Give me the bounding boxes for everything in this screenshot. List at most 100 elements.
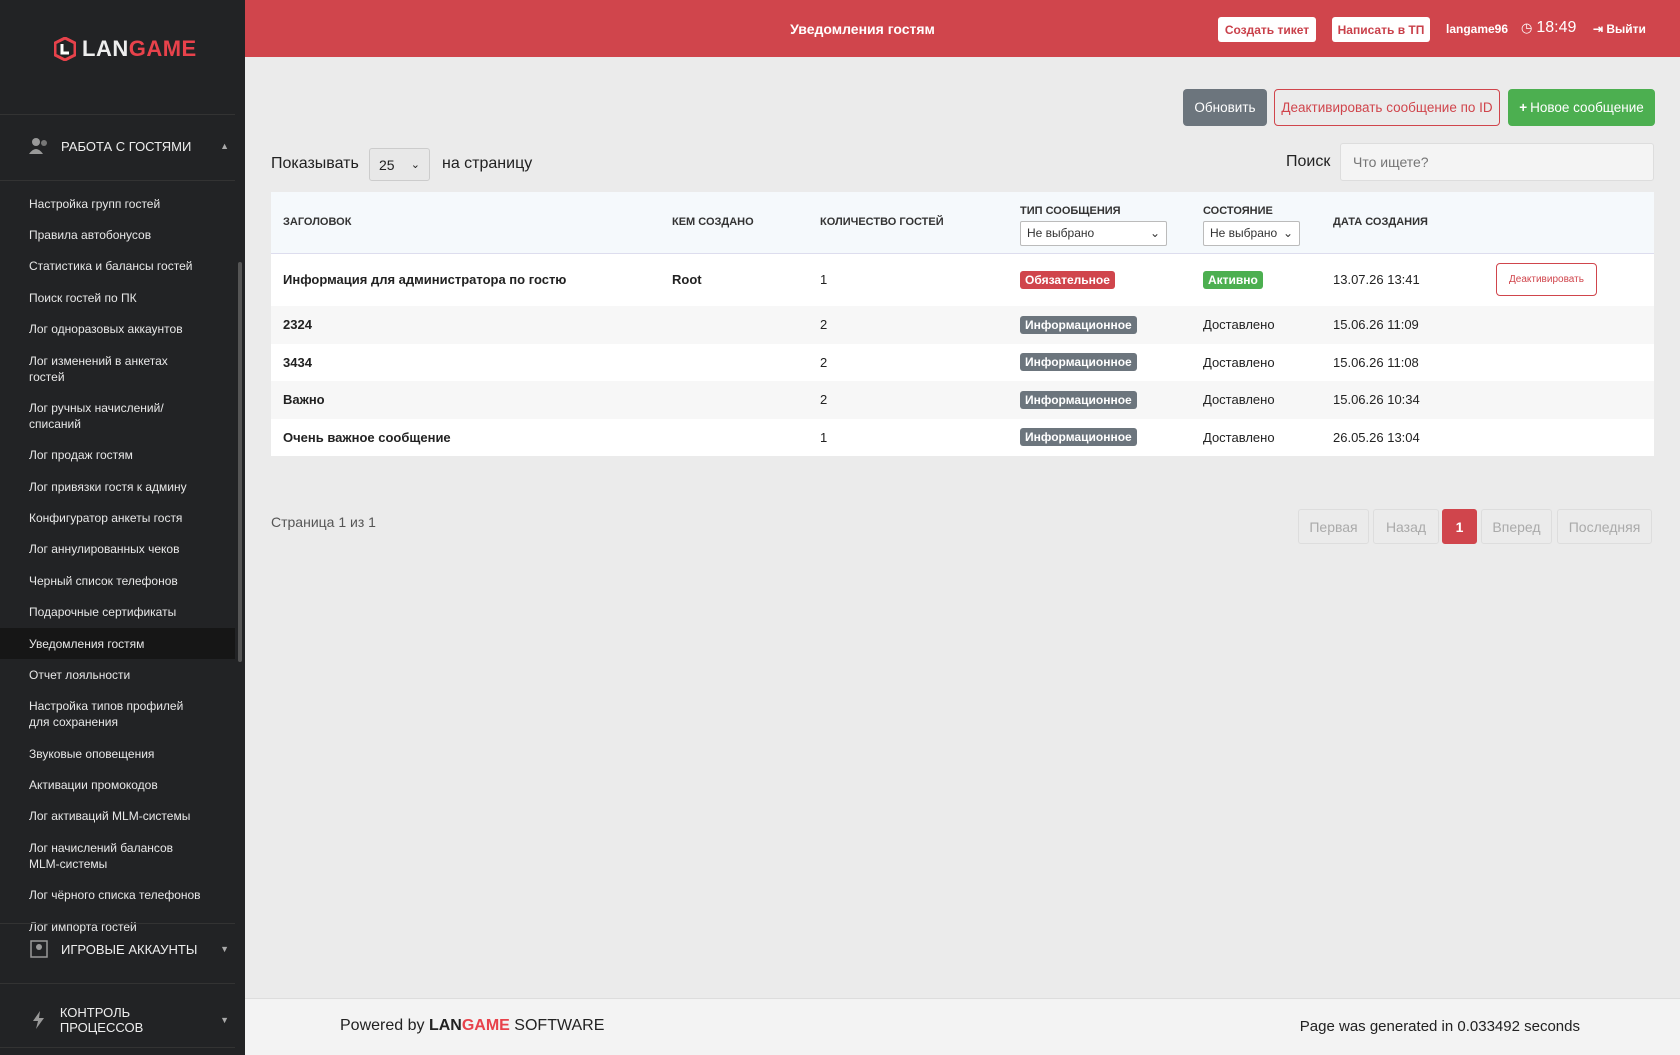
button-label: Новое сообщение [1530, 100, 1644, 115]
table-cell [1496, 381, 1654, 419]
table-cell: Информационное [1020, 306, 1203, 344]
menu-item[interactable]: Уведомления гостям [0, 627, 235, 660]
menu-item[interactable]: Лог начислений балансов MLM-системы [29, 840, 174, 871]
menu-item[interactable]: Поиск гостей по ПК [29, 290, 137, 305]
table-cell: Доставлено [1203, 344, 1333, 382]
title: 2324 [283, 317, 312, 333]
table-cell: 2 [820, 306, 1020, 344]
table-cell: Информационное [1020, 344, 1203, 382]
table-cell: Root [672, 253, 820, 306]
per-page-select[interactable]: 25 ⌄ [369, 148, 430, 181]
button[interactable]: Написать в ТП [1332, 17, 1430, 42]
guest-count: 2 [820, 317, 828, 333]
guest-count: 1 [820, 429, 828, 445]
label: Поиск [1286, 153, 1331, 170]
table: ЗАГОЛОВОК КЕМ СОЗДАНО КОЛИЧЕСТВО ГОСТЕЙ … [271, 192, 1654, 456]
menu-item[interactable]: Лог ручных начислений/ списаний [29, 400, 164, 431]
page-button[interactable]: Последняя [1557, 509, 1652, 544]
menu-item[interactable]: Статистика и балансы гостей [29, 259, 193, 274]
menu-item[interactable]: Лог привязки гостя к админу [29, 479, 187, 494]
guest-count: 1 [820, 272, 828, 288]
page-button[interactable]: Вперед [1481, 509, 1552, 544]
table-cell: Доставлено [1203, 419, 1333, 457]
username[interactable]: langame96 [1446, 22, 1509, 36]
guest-count: 2 [820, 354, 828, 370]
table-cell [1496, 344, 1654, 382]
table-cell: Деактивировать [1496, 253, 1654, 306]
menu-section[interactable]: КОНТРОЛЬ ПРОЦЕССОВ ▼ [29, 1005, 229, 1035]
state: Доставлено [1203, 429, 1275, 445]
table-cell: Важно [271, 381, 672, 419]
date: 15.06.26 11:08 [1333, 354, 1419, 370]
column-header[interactable]: ЗАГОЛОВОК [271, 192, 672, 254]
table-cell: 1 [820, 253, 1020, 306]
table-cell: 2 [820, 344, 1020, 382]
menu-item[interactable]: Лог изменений в анкетах гостей [29, 353, 168, 384]
menu-item[interactable]: Подарочные сертификаты [29, 605, 177, 620]
state: Доставлено [1203, 317, 1275, 333]
menu-item[interactable]: Лог импорта гостей [29, 919, 137, 934]
table-cell: Обязательное [1020, 253, 1203, 306]
menu-item[interactable]: Отчет лояльности [29, 667, 131, 682]
table-cell: 1 [820, 419, 1020, 457]
menu-item[interactable]: Черный список телефонов [29, 573, 178, 588]
table-cell: 2 [820, 381, 1020, 419]
menu-item[interactable]: Звуковые оповещения [29, 746, 155, 761]
table-cell: Информация для администратора по гостю [271, 253, 672, 306]
menu-item[interactable]: Конфигуратор анкеты гостя [29, 511, 183, 526]
logout[interactable]: ⇥ Выйти [1593, 22, 1646, 36]
menu-item[interactable]: Правила автобонусов [29, 228, 152, 243]
state-filter[interactable]: Не выбрано ⌄ [1203, 220, 1300, 246]
select-value: 25 [379, 156, 395, 173]
top-bar: Уведомления гостям Создать тикет Написат… [245, 0, 1680, 57]
logo-icon [54, 37, 76, 61]
icon [33, 1011, 44, 1029]
type-badge: Обязательное [1020, 270, 1115, 289]
menu-item[interactable]: Настройка типов профилей для сохранения [29, 699, 184, 730]
title: Важно [283, 392, 325, 408]
new-message-button[interactable]: + Новое сообщение [1508, 89, 1655, 126]
type-badge: Информационное [1020, 315, 1137, 334]
icon [29, 138, 47, 154]
table-cell: 2324 [271, 306, 672, 344]
column-header[interactable]: КЕМ СОЗДАНО [672, 192, 820, 254]
menu-item[interactable]: Лог одноразовых аккаунтов [29, 322, 183, 337]
menu-item[interactable]: Лог активаций MLM-системы [29, 809, 191, 824]
column-label: СОСТОЯНИЕ [1203, 204, 1273, 217]
table-cell [672, 306, 820, 344]
page-button-current[interactable]: 1 [1442, 509, 1477, 544]
type-badge: Информационное [1020, 390, 1137, 409]
page-button[interactable]: Первая [1298, 509, 1369, 544]
text: Powered by [340, 1017, 425, 1034]
menu-item[interactable]: Лог продаж гостям [29, 448, 133, 463]
text: SOFTWARE [514, 1017, 605, 1034]
table-cell: 13.07.26 13:41 [1333, 253, 1496, 306]
title: 3434 [283, 354, 312, 370]
state: Активно [1203, 270, 1263, 289]
menu-item[interactable]: Лог чёрного списка телефонов [29, 888, 201, 903]
menu-item[interactable]: Лог аннулированных чеков [29, 542, 180, 557]
menu-item[interactable]: Активации промокодов [29, 778, 158, 793]
column-header[interactable]: КОЛИЧЕСТВО ГОСТЕЙ [820, 192, 1020, 254]
footer: Powered by LANGAME SOFTWARE Page was gen… [245, 998, 1680, 1055]
section-label: ИГРОВЫЕ АККАУНТЫ [61, 941, 198, 957]
header-row: ЗАГОЛОВОК КЕМ СОЗДАНО КОЛИЧЕСТВО ГОСТЕЙ … [271, 192, 1654, 254]
table-cell: 15.06.26 11:08 [1333, 344, 1496, 382]
logo[interactable]: LANGAME [54, 36, 197, 62]
button[interactable]: Создать тикет [1218, 17, 1316, 42]
logo-text: LAN [82, 36, 129, 61]
title: Очень важное сообщение [283, 429, 451, 445]
caret: ▼ [220, 1015, 229, 1025]
type-filter[interactable]: Не выбрано ⌄ [1020, 220, 1167, 246]
refresh-button[interactable]: Обновить [1183, 89, 1267, 126]
deactivate-button[interactable]: Деактивировать [1496, 263, 1597, 297]
deactivate-button[interactable]: Деактивировать сообщение по ID [1274, 89, 1500, 126]
search-input[interactable] [1340, 143, 1654, 181]
divider [0, 114, 235, 115]
menu-item[interactable]: Настройка групп гостей [29, 196, 161, 211]
column-header[interactable]: ДАТА СОЗДАНИЯ [1333, 192, 1496, 254]
menu-section[interactable]: ИГРОВЫЕ АККАУНТЫ ▼ [29, 940, 229, 958]
section-label: КОНТРОЛЬ ПРОЦЕССОВ [59, 1005, 144, 1035]
menu-section[interactable]: РАБОТА С ГОСТЯМИ ▲ [29, 137, 229, 155]
page-button[interactable]: Назад [1373, 509, 1439, 544]
